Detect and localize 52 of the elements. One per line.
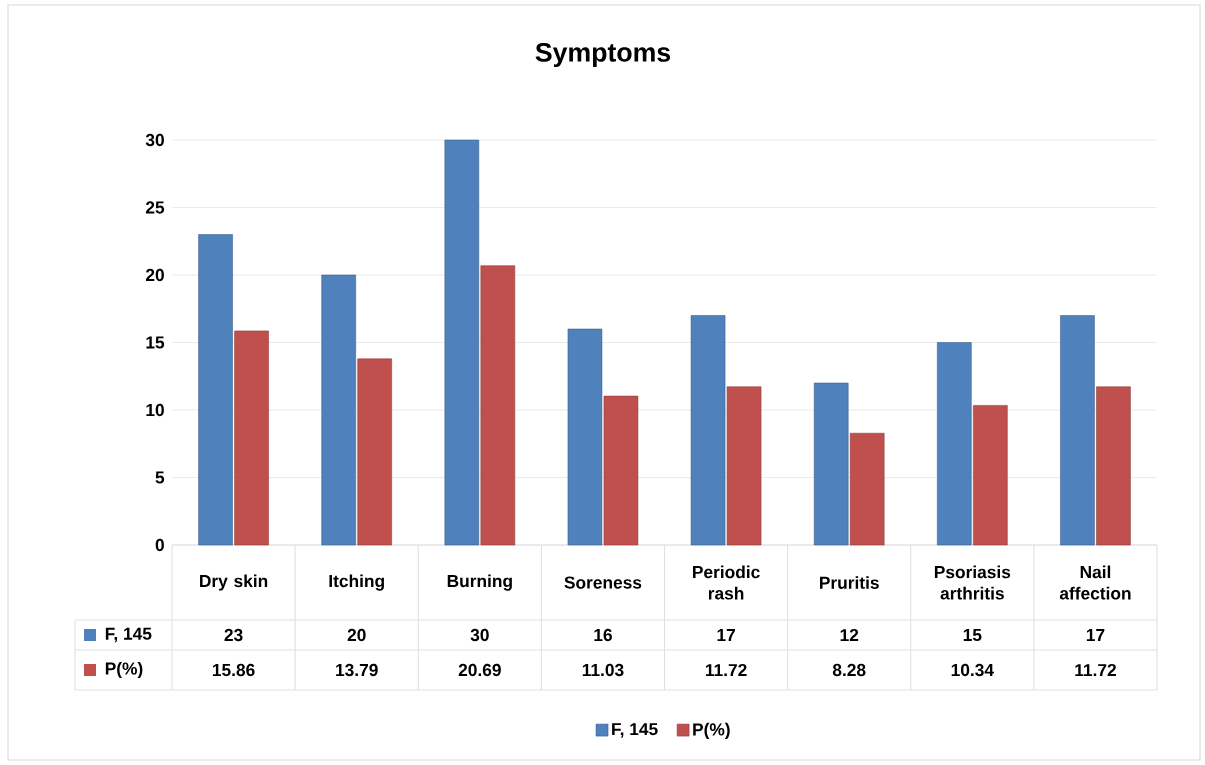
bar [1096, 386, 1131, 546]
bar [813, 382, 849, 546]
bar [357, 358, 392, 546]
bar [444, 139, 480, 546]
bar [1060, 315, 1095, 546]
data-label: 17 [1086, 629, 1105, 641]
x-tick-label: Pruritis [820, 576, 879, 589]
y-tick-label: 5 [155, 471, 165, 484]
bar [567, 328, 603, 546]
data-label: 13.79 [336, 663, 378, 677]
x-tick-label: Soreness [564, 576, 642, 589]
x-tick-label: Burning [447, 574, 512, 591]
y-tick-label: 30 [145, 133, 164, 147]
y-tick-label: 20 [145, 268, 164, 282]
y-tick-label: 15 [146, 336, 165, 349]
data-label: 17 [717, 629, 735, 641]
bar [937, 342, 972, 546]
legend-label: F, 145 [105, 627, 152, 643]
data-label: 20.69 [458, 663, 501, 677]
data-label: 11.72 [705, 663, 747, 677]
y-tick-label: 25 [145, 201, 165, 214]
data-label: 10.34 [951, 663, 994, 677]
data-label: 11.03 [582, 663, 624, 677]
x-tick-label: Periodic rash [693, 565, 760, 600]
bar [973, 405, 1008, 546]
data-label: 15.86 [212, 663, 255, 677]
y-tick-label: 10 [146, 403, 164, 417]
data-label: 15 [963, 628, 982, 642]
bar [198, 234, 233, 546]
data-label: 11.72 [1075, 663, 1116, 677]
data-label: 20 [347, 628, 366, 642]
legend-label: P(%) [105, 661, 143, 679]
y-tick-label: 0 [155, 538, 164, 552]
chart-title: Symptoms [535, 42, 671, 68]
x-tick-label: Psoriasis arthritis [934, 565, 1011, 600]
data-label: 12 [840, 628, 859, 642]
x-tick-label: Dry skin [200, 574, 268, 591]
x-tick-label: Nail affection [1059, 565, 1131, 600]
data-label: 30 [470, 628, 489, 642]
text: P(%) [693, 722, 730, 739]
data-label: 23 [224, 628, 243, 642]
data-label: 16 [594, 628, 612, 642]
bar [321, 274, 356, 546]
bar [234, 330, 269, 546]
bar [849, 432, 885, 546]
bar [480, 265, 516, 546]
bar [726, 386, 762, 546]
text: F, 145 [612, 723, 658, 738]
data-label: 8.28 [832, 663, 866, 677]
x-tick-label: Itching [329, 574, 384, 591]
bar [603, 395, 639, 546]
bar [690, 315, 726, 546]
